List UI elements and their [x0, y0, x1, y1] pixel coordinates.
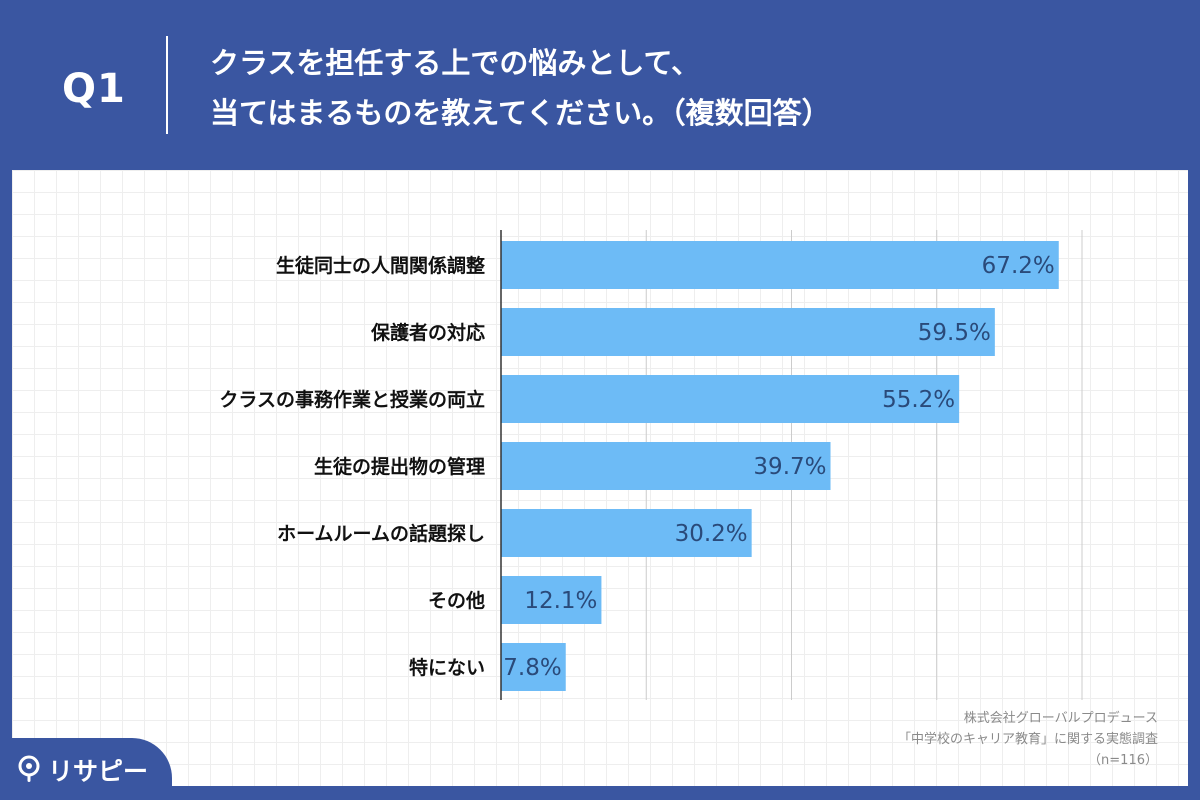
- category-label: 特にない: [409, 657, 485, 679]
- bar: [501, 308, 995, 356]
- chart-panel: 生徒同士の人間関係調整 67.2% 保護者の対応 59.5% クラスの事務作業と授業の両…: [12, 170, 1188, 786]
- bar: [501, 576, 602, 624]
- header-divider: [166, 36, 168, 134]
- category-label: 生徒同士の人間関係調整: [276, 254, 485, 277]
- source-line-1: 株式会社グローバルプロデュース: [963, 711, 1158, 726]
- category-label: 生徒の提出物の管理: [314, 455, 485, 478]
- question-number: Q1: [62, 66, 126, 112]
- category-label: その他: [428, 589, 485, 612]
- value-label: 67.2%: [982, 253, 1055, 279]
- logo: リサピー: [0, 738, 172, 800]
- bar-chart: 生徒同士の人間関係調整 67.2% 保護者の対応 59.5% クラスの事務作業と授業の両…: [219, 230, 1083, 700]
- question-line-2: 当てはまるものを教えてください。（複数回答）: [210, 96, 831, 130]
- bar: [501, 643, 566, 691]
- category-label: ホームルームの話題探し: [277, 522, 485, 545]
- value-label: 59.5%: [918, 320, 991, 346]
- category-label: 保護者の対応: [370, 321, 485, 344]
- logo-text: リサピー: [48, 757, 149, 786]
- value-label: 30.2%: [675, 521, 748, 547]
- risapi-pin-icon: [18, 755, 40, 782]
- source-line-2: 「中学校のキャリア教育」に関する実態調査: [897, 732, 1158, 747]
- bar: [501, 375, 960, 423]
- question-line-1: クラスを担任する上での悩みとして、: [210, 46, 701, 80]
- value-label: 39.7%: [753, 454, 826, 480]
- bar: [501, 241, 1059, 289]
- source-note: 株式会社グローバルプロデュース 「中学校のキャリア教育」に関する実態調査 （n=…: [898, 708, 1158, 771]
- bar: [501, 442, 831, 490]
- question-text: クラスを担任する上での悩みとして、 当てはまるものを教えてください。（複数回答）: [210, 38, 831, 138]
- bar: [501, 509, 752, 557]
- value-label: 7.8%: [503, 655, 561, 681]
- source-line-3: （n=116）: [1088, 753, 1158, 768]
- value-label: 55.2%: [882, 387, 955, 413]
- category-label: クラスの事務作業と授業の両立: [219, 388, 485, 411]
- header: Q1 クラスを担任する上での悩みとして、 当てはまるものを教えてください。（複数…: [0, 0, 1200, 170]
- value-label: 12.1%: [524, 588, 597, 614]
